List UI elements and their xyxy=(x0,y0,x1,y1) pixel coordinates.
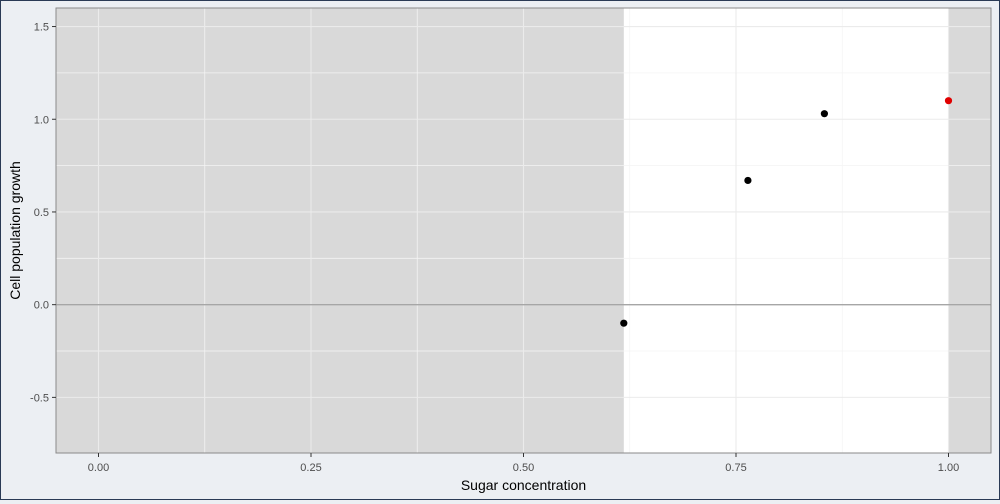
y-axis-label: Cell population growth xyxy=(7,161,23,300)
y-tick-label: -0.5 xyxy=(30,392,49,404)
y-tick-label: 0.5 xyxy=(34,207,49,219)
gridlines xyxy=(56,8,991,453)
shaded-region-0 xyxy=(56,8,624,453)
data-points xyxy=(620,97,953,327)
x-tick-label: 0.50 xyxy=(513,462,534,474)
x-tick-label: 0.25 xyxy=(300,462,321,474)
x-axis-label: Sugar concentration xyxy=(461,477,586,493)
y-tick-label: 1.0 xyxy=(34,114,49,126)
data-point-3 xyxy=(944,97,953,105)
x-axis-ticks: 0.00 0.25 0.50 0.75 1.00 xyxy=(88,453,959,474)
y-tick-label: 1.5 xyxy=(34,22,49,34)
data-point-2 xyxy=(820,110,829,118)
data-point-0 xyxy=(620,319,628,327)
shaded-region-1 xyxy=(948,8,991,453)
data-point-1 xyxy=(744,176,752,185)
x-tick-label: 0.00 xyxy=(88,462,109,474)
y-axis-ticks: -0.5 0.0 0.5 1.0 1.5 xyxy=(30,22,56,404)
x-tick-label: 0.75 xyxy=(725,462,746,474)
y-tick-label: 0.0 xyxy=(34,300,49,312)
x-tick-label: 1.00 xyxy=(938,462,959,474)
